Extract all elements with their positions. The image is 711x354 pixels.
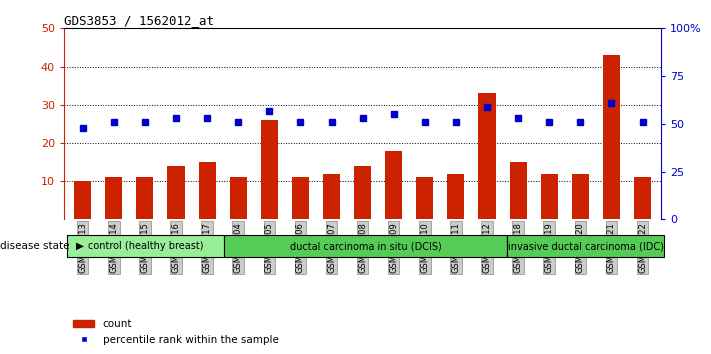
Bar [230,177,247,219]
Bar [105,177,122,219]
Bar [540,173,558,219]
Bar [416,177,434,219]
Text: GDS3853 / 1562012_at: GDS3853 / 1562012_at [64,14,214,27]
Bar [572,173,589,219]
Bar [510,162,527,219]
Bar [385,151,402,219]
Bar [603,55,620,219]
Bar [261,120,278,219]
Bar [137,177,154,219]
Text: invasive ductal carcinoma (IDC): invasive ductal carcinoma (IDC) [508,241,664,251]
Bar [634,177,651,219]
Bar [354,166,371,219]
Bar [323,173,340,219]
Bar [167,166,185,219]
Text: disease state  ▶: disease state ▶ [0,241,84,251]
Bar [292,177,309,219]
Bar [447,173,464,219]
Text: ductal carcinoma in situ (DCIS): ductal carcinoma in situ (DCIS) [290,241,442,251]
Text: control (healthy breast): control (healthy breast) [88,241,203,251]
Bar [479,93,496,219]
Legend: count, percentile rank within the sample: count, percentile rank within the sample [69,315,282,349]
Bar [198,162,215,219]
Bar [74,181,91,219]
